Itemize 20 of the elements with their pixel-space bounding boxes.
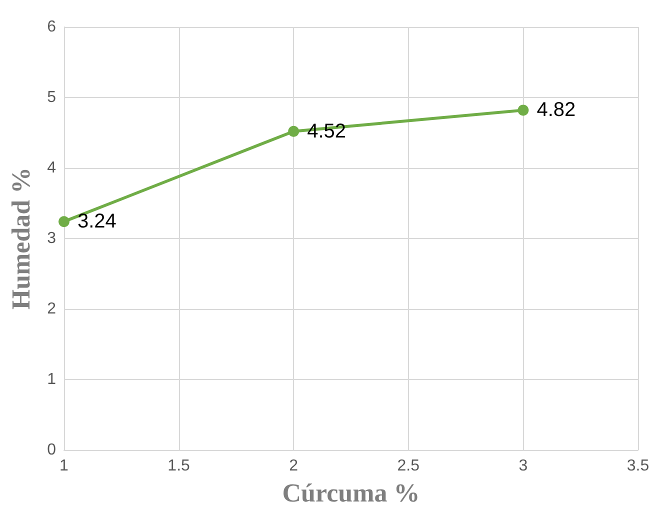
point (288, 126, 300, 137)
data-label: 3.24 (78, 210, 116, 233)
x-tick-label: 3.5 (626, 458, 650, 474)
x-tick-label: 1 (60, 458, 69, 474)
point (518, 104, 529, 116)
data-label: 4.82 (536, 99, 576, 122)
y-tick-label: 1 (47, 371, 56, 388)
point (58, 216, 70, 228)
y-tick-label: 5 (47, 89, 56, 106)
y-tick-label: 0 (47, 442, 56, 458)
y-tick-label: 2 (47, 300, 56, 318)
x-tick-label: 1.5 (168, 458, 190, 474)
y-axis-title: Humedad % (6, 167, 36, 310)
x-tick-label: 2.5 (397, 458, 420, 474)
y-tick-label: 3 (47, 230, 56, 247)
x-tick-label: 2 (289, 458, 298, 474)
y-tick-label: 4 (47, 160, 56, 176)
x-axis-title: Cúrcuma % (282, 478, 420, 508)
x-tick-label: 3 (518, 458, 528, 474)
y-tick-label: 6 (47, 18, 56, 36)
